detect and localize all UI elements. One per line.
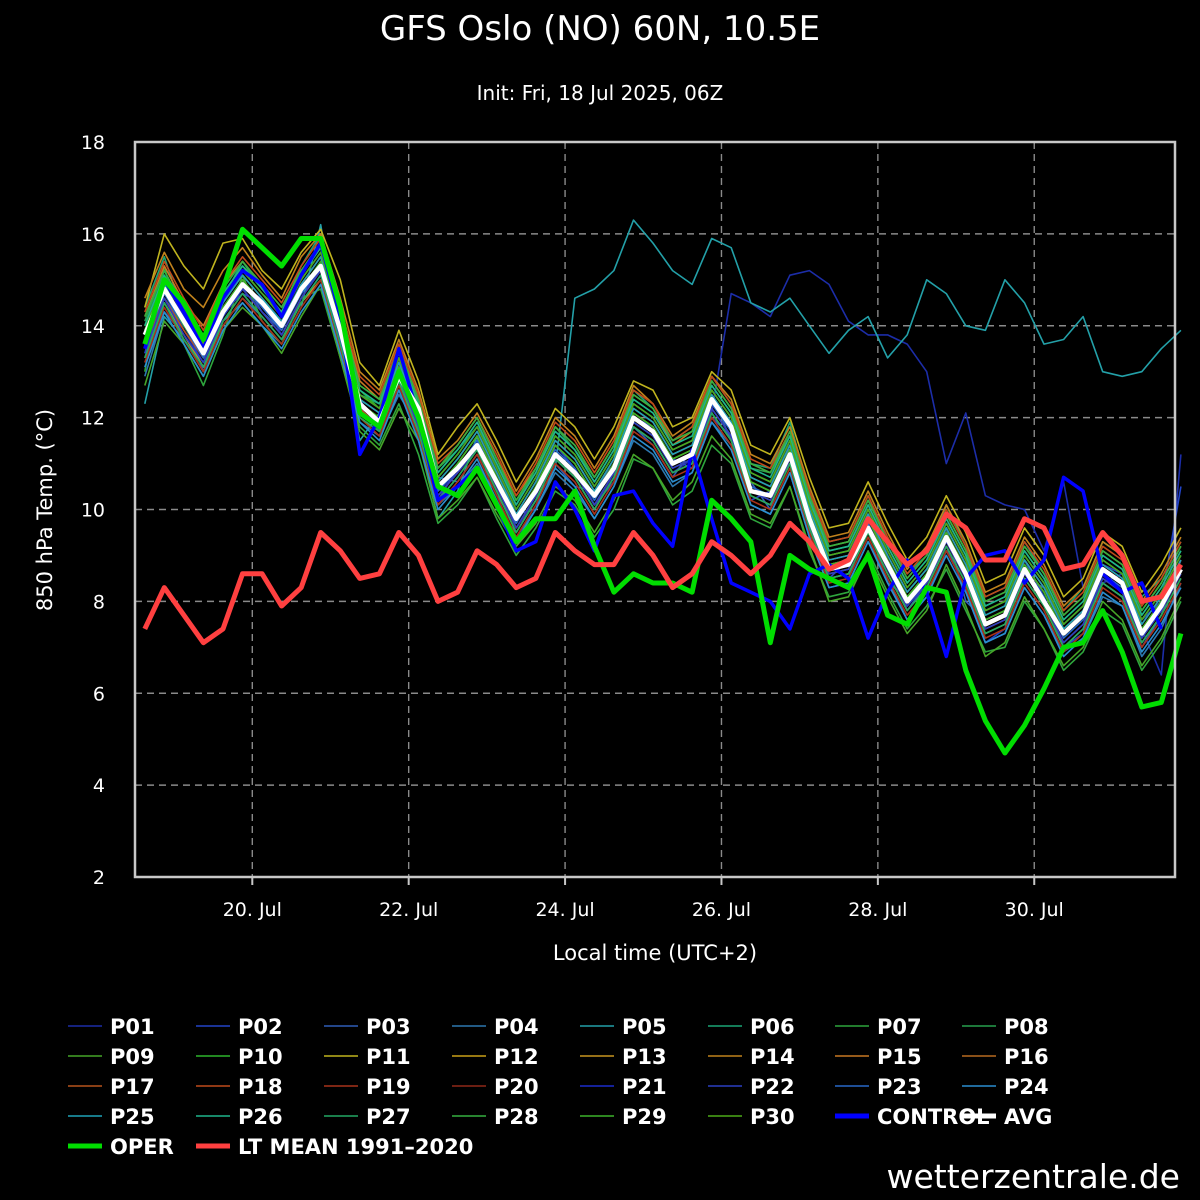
series-line-p01 xyxy=(144,260,1182,676)
y-tick-label: 10 xyxy=(81,500,105,522)
chart-subtitle: Init: Fri, 18 Jul 2025, 06Z xyxy=(477,81,724,105)
y-tick-label: 4 xyxy=(93,775,105,797)
legend-label: P09 xyxy=(110,1045,155,1069)
series-line-oper xyxy=(142,226,1184,756)
series-line-avg xyxy=(142,263,1183,636)
legend-label: P27 xyxy=(366,1105,411,1129)
x-tick-label: 22. Jul xyxy=(379,899,438,921)
legend-label: OPER xyxy=(110,1135,174,1159)
legend-label: P21 xyxy=(622,1075,667,1099)
legend-label: P26 xyxy=(238,1105,283,1129)
x-tick-label: 28. Jul xyxy=(848,899,907,921)
legend-label: P22 xyxy=(750,1075,795,1099)
legend-label: P25 xyxy=(110,1105,155,1129)
x-tick-label: 26. Jul xyxy=(692,899,751,921)
x-axis-title: Local time (UTC+2) xyxy=(553,941,757,965)
legend-label: P13 xyxy=(622,1045,667,1069)
legend-label: P05 xyxy=(622,1015,667,1039)
legend-label: P24 xyxy=(1004,1075,1049,1099)
series-line-p18 xyxy=(144,237,1182,612)
series-line-p19 xyxy=(144,279,1182,653)
y-tick-label: 12 xyxy=(81,408,105,430)
legend-label: P08 xyxy=(1004,1015,1049,1039)
legend-label: P02 xyxy=(238,1015,283,1039)
y-tick-labels: 2 4 6 8 10 12 14 16 18 xyxy=(81,132,105,889)
series-lines xyxy=(142,219,1184,756)
legend-label: AVG xyxy=(1004,1105,1052,1129)
series-line-p30 xyxy=(144,251,1182,626)
legend-label: P03 xyxy=(366,1015,411,1039)
x-tick-label: 30. Jul xyxy=(1005,899,1064,921)
y-tick-label: 6 xyxy=(93,683,105,705)
series-line-control xyxy=(143,241,1163,659)
x-tick-label: 20. Jul xyxy=(223,899,282,921)
legend-label: P20 xyxy=(494,1075,539,1099)
series-line-p13 xyxy=(144,279,1182,649)
legend-label: P15 xyxy=(877,1045,922,1069)
y-tick-label: 16 xyxy=(81,224,105,246)
legend-label: P17 xyxy=(110,1075,155,1099)
legend-label: P10 xyxy=(238,1045,283,1069)
x-tick-labels: 20. Jul 22. Jul 24. Jul 26. Jul 28. Jul 30. J… xyxy=(223,899,1064,921)
legend-label: P18 xyxy=(238,1075,283,1099)
watermark: wetterzentrale.de xyxy=(886,1157,1180,1196)
legend-label: P06 xyxy=(750,1015,795,1039)
legend-label: P07 xyxy=(877,1015,922,1039)
series-line-lt-mean xyxy=(142,511,1184,646)
legend-label: P14 xyxy=(750,1045,795,1069)
legend-label: P01 xyxy=(110,1015,155,1039)
series-line-p11 xyxy=(144,228,1182,598)
legend-label: P19 xyxy=(366,1075,411,1099)
legend-label: P11 xyxy=(366,1045,411,1069)
legend-label: P04 xyxy=(494,1015,539,1039)
chart-title: GFS Oslo (NO) 60N, 10.5E xyxy=(380,9,820,49)
plot-frame xyxy=(133,140,1177,879)
series-line-p07 xyxy=(144,265,1182,672)
legend-label: P12 xyxy=(494,1045,539,1069)
legend-label: P29 xyxy=(622,1105,667,1129)
y-tick-label: 18 xyxy=(81,132,105,154)
y-axis-title: 850 hPa Temp. (°C) xyxy=(33,409,57,611)
y-tick-label: 8 xyxy=(93,591,105,613)
legend-label: P30 xyxy=(750,1105,795,1129)
legend: P01 P02 P03 P04 P05 P06 P07 P08 P09 P10 P11 P12 P13 P… xyxy=(68,1015,1052,1159)
series-line-p26 xyxy=(144,246,1182,621)
y-tick-label: 14 xyxy=(81,316,105,338)
y-tick-label: 2 xyxy=(93,867,105,889)
x-tick-label: 24. Jul xyxy=(535,899,594,921)
legend-label: P16 xyxy=(1004,1045,1049,1069)
legend-label: P23 xyxy=(877,1075,922,1099)
legend-label: P28 xyxy=(494,1105,539,1129)
series-line-p24 xyxy=(144,283,1182,658)
legend-label: LT MEAN 1991–2020 xyxy=(238,1135,473,1159)
series-line-p25 xyxy=(144,256,1182,630)
series-line-p27 xyxy=(144,274,1182,649)
series-line-p09 xyxy=(144,283,1182,667)
